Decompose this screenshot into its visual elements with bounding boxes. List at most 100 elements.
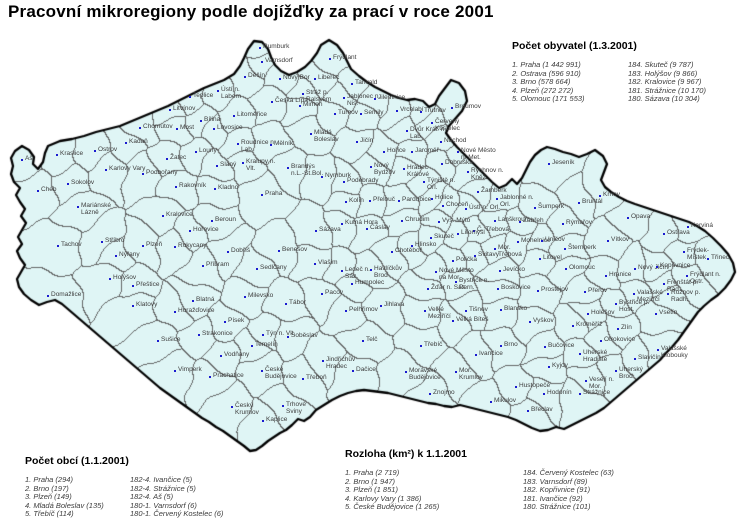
city-label: Jablonné n. Orl. [500, 194, 534, 208]
city-dot [166, 158, 168, 160]
city-dot [256, 268, 258, 270]
legend-entry: 182. Kopřivnice (91) [523, 485, 591, 494]
city-dot [427, 288, 429, 290]
city-dot [605, 275, 607, 277]
city-dot [57, 245, 59, 247]
city-dot [579, 353, 581, 355]
city-label: Rýmařov [566, 219, 593, 226]
city-label: Mimoň [303, 101, 323, 108]
city-dot [431, 122, 433, 124]
city-dot [139, 127, 141, 129]
city-label: Děčín [248, 72, 265, 79]
city-dot [142, 173, 144, 175]
city-label: Vimperk [178, 366, 202, 373]
city-dot [451, 107, 453, 109]
city-dot [211, 220, 213, 222]
city-dot [578, 202, 580, 204]
city-dot [398, 200, 400, 202]
city-label: Týniště n. Orl. [427, 177, 456, 191]
city-dot [270, 144, 272, 146]
city-label: Sokolov [71, 179, 95, 186]
city-label: Skuteč [434, 233, 454, 240]
city-label: Kladno [218, 184, 239, 191]
city-label: Semily [364, 109, 384, 116]
city-label: Mor. Krumlov [459, 367, 483, 381]
city-label: Čáslav [370, 224, 390, 231]
city-dot [634, 358, 636, 360]
city-label: Ústí n. Orl. [469, 204, 501, 211]
city-label: Otrokovice [604, 336, 636, 343]
city-dot [663, 283, 665, 285]
city-label: Jablonec n. Nis. [347, 93, 381, 107]
city-label: Stříbro [105, 237, 125, 244]
city-dot [67, 183, 69, 185]
legend-entry: 2. Ostrava (596 910) [512, 68, 581, 78]
city-dot [599, 195, 601, 197]
city-dot [438, 221, 440, 223]
city-label: Chomutov [143, 123, 173, 130]
city-dot [94, 150, 96, 152]
city-dot [37, 190, 39, 192]
city-dot [579, 393, 581, 395]
city-dot [562, 223, 564, 225]
city-label: Mor. Třebová [498, 244, 522, 258]
city-dot [396, 110, 398, 112]
city-label: Brno [504, 341, 518, 348]
city-dot [500, 345, 502, 347]
city-dot [519, 221, 521, 223]
city-dot [351, 83, 353, 85]
city-dot [534, 207, 536, 209]
legend-entry: 180. Sázava (10 304) [628, 94, 700, 103]
city-dot [406, 130, 408, 132]
legend-entry: 3. Brno (578 664) [512, 77, 571, 86]
legend-entry: 5. Olomouc (171 553) [512, 94, 585, 103]
city-dot [572, 325, 574, 327]
city-label: Kaplice [266, 416, 288, 423]
legend-entry: 3. Plzeň (1 851) [345, 485, 398, 494]
city-dot [334, 113, 336, 115]
legend-entry: 181. Strážnice (10 170) [628, 85, 706, 95]
city-dot [314, 78, 316, 80]
city-dot [474, 255, 476, 257]
city-label: Bystřice p. Host. [619, 299, 650, 313]
city-dot [490, 401, 492, 403]
city-label: Blatná [196, 296, 215, 303]
city-dot [391, 251, 393, 253]
city-dot [362, 340, 364, 342]
city-label: Kraslice [60, 150, 84, 157]
city-label: Břeclav [531, 406, 553, 413]
city-label: Karlovy Vary [109, 165, 146, 172]
city-dot [125, 142, 127, 144]
city-dot [278, 250, 280, 252]
city-label: Milevsko [248, 292, 274, 299]
city-label: Opava [631, 213, 651, 220]
city-dot [633, 293, 635, 295]
city-label: Stráž p. Ralskem [306, 89, 332, 103]
city-dot [200, 120, 202, 122]
city-label: Humpolec [355, 279, 385, 286]
city-dot [259, 47, 261, 49]
city-dot [251, 345, 253, 347]
city-label: Dačice [356, 366, 376, 373]
city-label: Tábor [289, 299, 306, 306]
city-dot [420, 111, 422, 113]
city-label: Písek [228, 317, 245, 324]
city-dot [585, 380, 587, 382]
city-label: Třinec [711, 254, 730, 261]
legend-entry: 5. Třebíč (114) [25, 509, 74, 518]
legend-municipality-heading: Počet obcí (1.1.2001) [25, 455, 129, 467]
city-dot [21, 159, 23, 161]
city-label: Rumburk [263, 43, 290, 50]
city-label: Velká Bíteš [456, 316, 489, 323]
city-label: Vrchlabí [400, 106, 424, 113]
city-label: Jevíčko [503, 266, 526, 273]
city-dot [475, 354, 477, 356]
city-dot [341, 270, 343, 272]
legend-area-heading: Rozloha (km²) k 1.1.2001 [345, 448, 467, 460]
city-label: Vsetín [659, 309, 678, 316]
city-dot [224, 321, 226, 323]
city-dot [424, 310, 426, 312]
city-label: Tišnov [469, 306, 488, 313]
city-label: Kralupy n. Vlt. [246, 158, 276, 172]
